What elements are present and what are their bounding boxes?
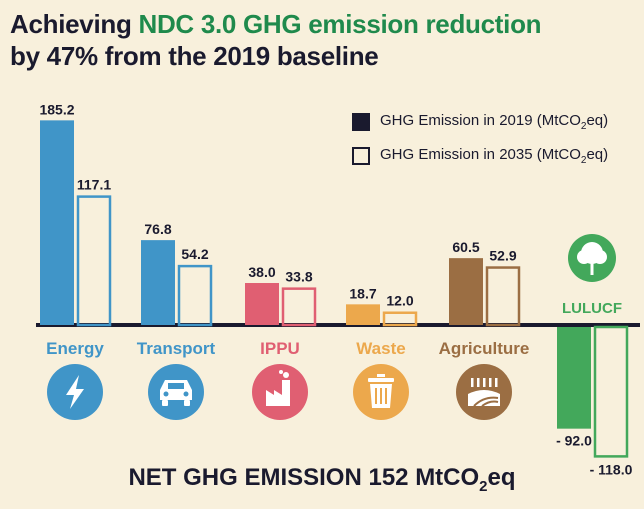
data-label-waste-2035: 12.0 — [386, 293, 413, 309]
net-emission-footer: NET GHG EMISSION 152 MtCO2eq — [128, 464, 516, 495]
bar-waste-2019 — [346, 304, 380, 325]
trash-bin-icon — [368, 374, 394, 408]
data-label-agriculture-2035: 52.9 — [489, 248, 516, 264]
data-label-transport-2019: 76.8 — [144, 221, 171, 237]
data-label-energy-2035: 117.1 — [77, 177, 111, 193]
category-label-energy: Energy — [46, 339, 104, 358]
legend-item-2019: GHG Emission in 2019 (MtCO2eq) — [352, 112, 608, 132]
bar-transport-2035 — [177, 264, 213, 327]
bar-energy-2035 — [76, 195, 112, 327]
legend-item-2035: GHG Emission in 2035 (MtCO2eq) — [352, 146, 608, 166]
legend-label-2035: GHG Emission in 2035 (MtCO2eq) — [380, 146, 609, 166]
data-label-ippu-2019: 38.0 — [248, 264, 275, 280]
legend-swatch-2019 — [352, 113, 370, 131]
data-label-energy-2019: 185.2 — [39, 101, 74, 117]
bar-ippu-2019 — [245, 283, 279, 325]
legend-swatch-2035 — [352, 147, 370, 165]
category-label-waste: Waste — [356, 339, 405, 358]
bar-agriculture-2035 — [485, 266, 521, 327]
factory-icon — [266, 370, 290, 406]
lightning-icon — [66, 375, 84, 409]
title-line-1: Achieving NDC 3.0 GHG emission reduction — [10, 9, 542, 39]
legend: GHG Emission in 2019 (MtCO2eq) GHG Emiss… — [352, 112, 608, 180]
car-icon — [160, 380, 192, 406]
field-icon — [468, 378, 500, 407]
legend-label-2019: GHG Emission in 2019 (MtCO2eq) — [380, 112, 609, 132]
title-line-2: by 47% from the 2019 baseline — [10, 41, 379, 71]
category-label-agriculture: Agriculture — [439, 339, 530, 358]
tree-icon — [577, 242, 607, 275]
chart-title: Achieving NDC 3.0 GHG emission reduction… — [10, 8, 630, 72]
category-label-lulucf: LULUCF — [562, 300, 622, 317]
data-label-transport-2035: 54.2 — [181, 246, 208, 262]
data-label-agriculture-2019: 60.5 — [452, 239, 479, 255]
title-highlight: NDC 3.0 GHG emission reduction — [138, 9, 542, 39]
bar-transport-2019 — [141, 240, 175, 325]
bar-lulucf-2035 — [593, 325, 629, 458]
data-label-lulucf-2019: - 92.0 — [556, 433, 592, 449]
data-label-lulucf-2035: - 118.0 — [590, 461, 633, 477]
category-label-ippu: IPPU — [260, 339, 300, 358]
bar-lulucf-2019 — [557, 327, 591, 429]
bar-waste-2035 — [382, 311, 418, 327]
bar-agriculture-2019 — [449, 258, 483, 325]
category-label-transport: Transport — [137, 339, 216, 358]
bar-ippu-2035 — [281, 287, 317, 327]
data-label-waste-2019: 18.7 — [349, 285, 376, 301]
bar-energy-2019 — [40, 120, 74, 325]
data-label-ippu-2035: 33.8 — [285, 269, 312, 285]
